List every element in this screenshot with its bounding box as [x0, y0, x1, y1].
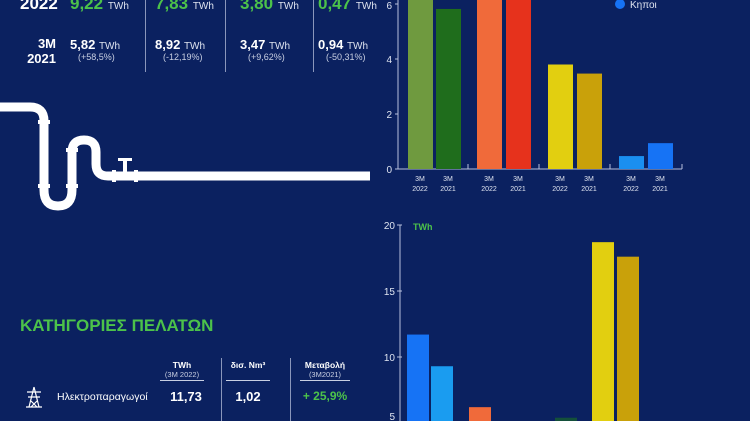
change: (+9,62%): [248, 52, 285, 62]
x-tick-label: 3M: [584, 176, 594, 183]
value-2021: 0,94 TWh (-50,31%): [318, 37, 384, 62]
value-2022: 0,47 TWh: [318, 0, 377, 14]
unit: TWh: [183, 41, 206, 52]
label-2021: 2021: [27, 51, 56, 66]
divider: [225, 0, 226, 72]
x-tick-label: 3M: [484, 176, 494, 183]
header-sub: (3M 2022): [160, 370, 204, 381]
bar: [648, 143, 673, 169]
x-tick-label: 2022: [552, 186, 568, 193]
x-tick-label: 3M: [513, 176, 523, 183]
x-tick-label: 2021: [652, 186, 668, 193]
change: (+58,5%): [78, 52, 115, 62]
change: (-12,19%): [163, 52, 203, 62]
legend-marker: [615, 0, 625, 9]
change-value: + 25,9%: [302, 389, 348, 403]
divider: [145, 0, 146, 72]
value-2022: 9,22 TWh: [70, 0, 129, 14]
header-main: Μεταβολή: [304, 360, 346, 370]
value-2021: 3,47 TWh (+9,62%): [240, 37, 306, 62]
bar: [436, 8, 461, 170]
header-main: δισ. Nm³: [230, 360, 266, 370]
unit: TWh: [192, 1, 214, 12]
bar: [477, 0, 502, 169]
bar: [548, 64, 573, 169]
row-label-2022: 2022: [20, 0, 58, 13]
x-tick-label: 2022: [412, 186, 428, 193]
value-2021: 8,92 TWh (-12,19%): [155, 37, 221, 62]
y-tick-label: 6: [386, 1, 392, 12]
pipeline-illustration: [0, 102, 370, 211]
value: 3,47: [240, 37, 266, 52]
row-label-3m-2021: 3M 2021: [20, 36, 56, 66]
y-tick-label: 15: [384, 287, 396, 298]
x-tick-label: 2021: [510, 186, 526, 193]
bar: [431, 366, 453, 421]
unit: TWh: [346, 41, 369, 52]
value: 0,47: [318, 0, 352, 13]
divider: [290, 358, 291, 421]
label-3m: 3M: [37, 36, 56, 51]
bar: [407, 334, 429, 421]
header-change: Μεταβολή (3M2021): [300, 360, 350, 381]
y-axis-unit: TWh: [413, 222, 433, 232]
header-nm3: δισ. Nm³: [226, 360, 270, 381]
unit: TWh: [277, 1, 299, 12]
header-twh: TWh (3M 2022): [160, 360, 204, 381]
legend-label: Κηποι: [630, 0, 657, 11]
y-tick-label: 10: [384, 353, 396, 364]
x-tick-label: 2021: [440, 186, 456, 193]
section-title: ΚΑΤΗΓΟΡΙΕΣ ΠΕΛΑΤΩΝ: [20, 316, 214, 335]
bar: [555, 417, 577, 421]
bar: [408, 0, 433, 169]
value: 0,94: [318, 37, 344, 52]
unit: TWh: [355, 1, 377, 12]
value-2022: 7,83 TWh: [155, 0, 214, 14]
customer-name: Ηλεκτροπαραγωγοί: [57, 391, 148, 403]
power-pylon-icon: [26, 386, 42, 408]
y-tick-label: 0: [386, 165, 392, 176]
unit: TWh: [107, 1, 129, 12]
bar: [592, 242, 614, 421]
value: 8,92: [155, 37, 181, 52]
header-main: TWh: [172, 360, 192, 370]
x-tick-label: 3M: [415, 176, 425, 183]
x-tick-label: 3M: [655, 176, 665, 183]
bar: [619, 156, 644, 169]
bar: [577, 73, 602, 169]
x-tick-label: 2022: [623, 186, 639, 193]
value-2022: 3,80 TWh: [240, 0, 299, 14]
x-tick-label: 3M: [555, 176, 565, 183]
bar: [469, 407, 491, 421]
bar: [506, 0, 531, 169]
value: 3,80: [240, 0, 274, 13]
y-tick-label: 2: [386, 110, 392, 121]
nm3-value: 1,02: [235, 389, 261, 404]
change: (-50,31%): [326, 52, 366, 62]
x-tick-label: 3M: [626, 176, 636, 183]
divider: [221, 358, 222, 421]
y-tick-label: 4: [386, 55, 392, 66]
bar: [617, 256, 639, 421]
value: 7,83: [155, 0, 189, 13]
x-tick-label: 3M: [443, 176, 453, 183]
divider: [313, 0, 314, 72]
x-tick-label: 2022: [481, 186, 497, 193]
value: 9,22: [70, 0, 104, 13]
y-tick-label: 20: [384, 221, 396, 232]
y-tick-label: 5: [389, 412, 395, 421]
twh-value: 11,73: [170, 389, 202, 404]
header-sub: (3M2021): [300, 370, 350, 381]
header-underline: [226, 370, 270, 381]
x-tick-label: 2021: [581, 186, 597, 193]
unit: TWh: [98, 41, 121, 52]
value: 5,82: [70, 37, 96, 52]
unit: TWh: [268, 41, 291, 52]
value-2021: 5,82 TWh (+58,5%): [70, 37, 136, 62]
